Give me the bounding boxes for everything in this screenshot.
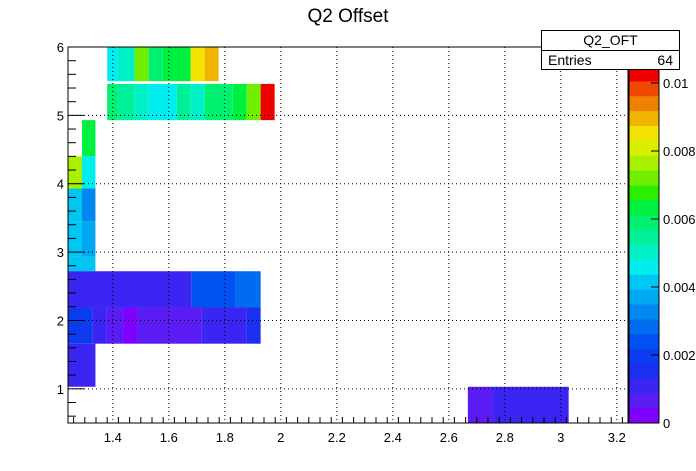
x-tick-label-2: 1.8 (216, 430, 234, 445)
palette-tick-label-3: 0.006 (663, 212, 696, 227)
palette-swatch-3 (629, 363, 659, 379)
stats-entries-value: 64 (657, 52, 673, 68)
palette-swatch-21 (629, 95, 659, 112)
palette-swatch-0 (629, 408, 659, 424)
palette-swatch-14 (629, 199, 659, 216)
stats-entries-label: Entries (548, 52, 592, 68)
palette-swatch-22 (629, 80, 659, 97)
palette-tick-label-1: 0.002 (663, 348, 696, 363)
y-tick-label-2: 3 (57, 245, 64, 260)
heatmap-cell-37 (467, 386, 494, 423)
y-axis: 1 2 3 4 5 6 (57, 40, 84, 417)
palette-swatch-15 (629, 185, 659, 201)
y-tick-label-3: 4 (57, 177, 64, 192)
heatmap-cell-8 (117, 83, 135, 121)
palette-swatch-16 (629, 170, 659, 186)
palette-tick-label-4: 0.008 (663, 144, 696, 159)
x-tick-label-8: 3 (557, 430, 564, 445)
heatmap-cell-5 (190, 47, 205, 82)
palette-swatch-8 (629, 289, 659, 305)
heatmap-cell-19 (82, 156, 96, 189)
x-tick-label-5: 2.4 (384, 430, 402, 445)
x-tick-label-6: 2.6 (440, 430, 458, 445)
y-tick-label-4: 5 (57, 108, 64, 123)
x-tick-label-0: 1.4 (104, 430, 122, 445)
palette-tick-label-5: 0.01 (663, 76, 688, 91)
palette-swatch-2 (629, 378, 659, 394)
palette-swatch-19 (629, 125, 659, 141)
heatmap-cell-10 (148, 83, 177, 121)
heatmap-cell-6 (204, 47, 219, 82)
heatmap-cell-17 (82, 120, 96, 157)
heatmap-cell-20 (68, 188, 82, 222)
palette-swatch-20 (629, 110, 659, 126)
palette-swatch-7 (629, 304, 659, 320)
palette-swatch-11 (629, 244, 659, 260)
heatmap-cell-18 (68, 156, 82, 189)
heatmap-cell-21 (82, 188, 96, 222)
palette-swatch-10 (629, 259, 659, 275)
heatmap-cell-7 (107, 83, 118, 121)
heatmap-cell-33 (137, 307, 202, 344)
heatmap-cell-36 (68, 343, 96, 387)
palette-swatch-9 (629, 274, 659, 290)
heatmap-cell-23 (82, 221, 96, 257)
heatmap-cell-0 (107, 47, 118, 82)
palette-swatch-17 (629, 155, 659, 171)
heatmap-cell-16 (260, 83, 275, 121)
x-tick-label-7: 2.8 (496, 430, 514, 445)
heatmap-cell-38 (493, 386, 569, 423)
stats-name: Q2_OFT (542, 31, 679, 51)
heatmap-cell-31 (106, 307, 124, 344)
heatmap-cell-12 (190, 83, 205, 121)
chart-title: Q2 Offset (307, 6, 389, 27)
heatmap-cell-13 (204, 83, 233, 121)
heatmap-cell-24 (68, 256, 82, 272)
heatmap-cell-14 (232, 83, 247, 121)
palette-swatch-6 (629, 318, 659, 335)
heatmap-cell-32 (123, 307, 138, 344)
heatmap-cell-25 (82, 256, 96, 272)
x-tick-label-4: 2.2 (328, 430, 346, 445)
heatmap-cell-35 (246, 307, 261, 344)
plot-frame (67, 46, 629, 424)
x-axis: 1.4 1.6 1.8 2 2.2 2.4 2.6 2.8 3 3.2 (73, 417, 626, 445)
heatmap-cell-11 (176, 83, 191, 121)
color-scale: 0 0.002 0.004 0.006 0.008 0.01 (628, 65, 696, 431)
palette-swatch-18 (629, 140, 659, 156)
palette-tick-label-2: 0.004 (663, 280, 696, 295)
heatmap-cell-28 (235, 271, 261, 308)
heatmap-cell-1 (117, 47, 135, 82)
palette-tick-label-0: 0 (663, 416, 670, 431)
heatmap-cell-3 (148, 47, 163, 82)
heatmap-cell-22 (68, 221, 82, 257)
stats-box: Q2_OFT Entries 64 (541, 30, 680, 70)
heatmap-cell-9 (134, 83, 149, 121)
heatmap-cell-29 (68, 307, 93, 344)
heatmap-cell-2 (134, 47, 149, 82)
palette-swatch-5 (629, 333, 659, 350)
y-tick-label-0: 1 (57, 382, 64, 397)
heatmap-cells (68, 47, 569, 423)
heatmap-cell-27 (191, 271, 236, 308)
x-tick-label-3: 2 (277, 430, 284, 445)
y-tick-label-1: 2 (57, 313, 64, 328)
palette-swatch-12 (629, 229, 659, 245)
heatmap-cell-26 (68, 271, 192, 308)
palette-swatch-13 (629, 214, 659, 231)
palette-swatch-4 (629, 348, 659, 364)
heatmap-cell-4 (162, 47, 191, 82)
heatmap-cell-15 (246, 83, 261, 121)
y-tick-label-5: 6 (57, 40, 64, 55)
palette-swatch-1 (629, 393, 659, 409)
heatmap-cell-34 (201, 307, 247, 344)
heatmap-cell-30 (92, 307, 107, 344)
x-tick-label-1: 1.6 (160, 430, 178, 445)
x-tick-label-9: 3.2 (608, 430, 626, 445)
